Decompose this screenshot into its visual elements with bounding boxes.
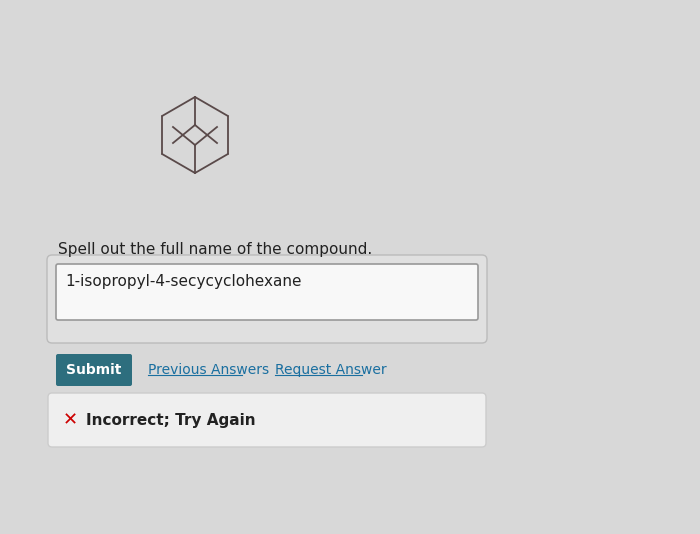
Text: Request Answer: Request Answer [275, 363, 386, 377]
Text: Submit: Submit [66, 363, 122, 377]
FancyBboxPatch shape [56, 354, 132, 386]
FancyBboxPatch shape [47, 255, 487, 343]
Text: ✕: ✕ [62, 411, 78, 429]
FancyBboxPatch shape [48, 393, 486, 447]
FancyBboxPatch shape [56, 264, 478, 320]
Text: Incorrect; Try Again: Incorrect; Try Again [86, 412, 256, 428]
Text: 1-isopropyl-4-secycyclohexane: 1-isopropyl-4-secycyclohexane [65, 274, 302, 289]
Text: Spell out the full name of the compound.: Spell out the full name of the compound. [58, 242, 372, 257]
Text: Previous Answers: Previous Answers [148, 363, 269, 377]
